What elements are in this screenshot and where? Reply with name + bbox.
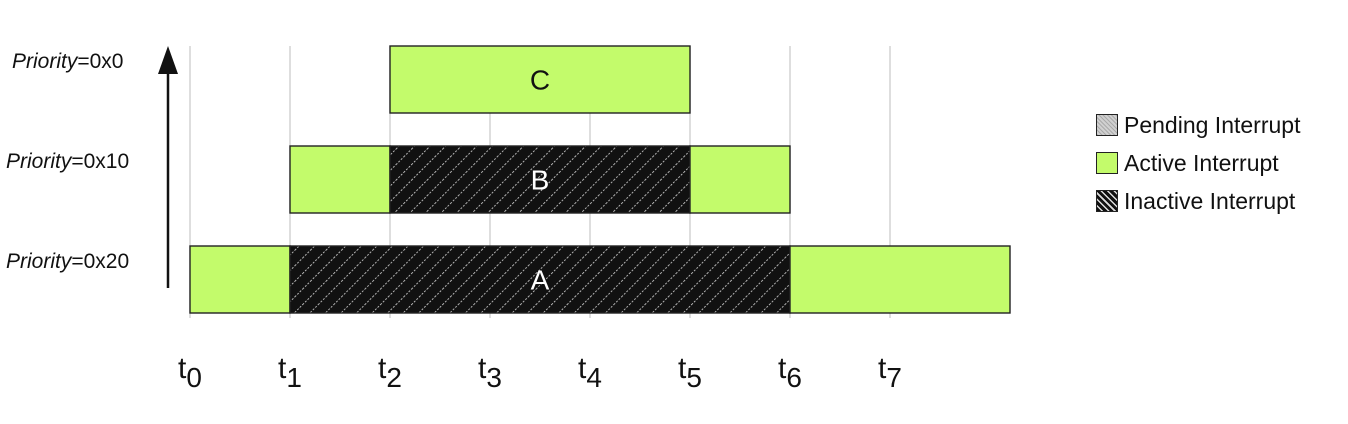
legend: Pending Interrupt Active Interrupt Inact… — [1096, 106, 1300, 220]
bar-label-a: A — [531, 265, 550, 296]
bar-label-c: C — [530, 65, 550, 96]
legend-item-inactive: Inactive Interrupt — [1096, 182, 1300, 220]
priority-arrow-head — [158, 46, 178, 74]
bar-a-active-segment — [789, 245, 1011, 314]
pending-swatch — [1096, 114, 1118, 136]
tick-label-t7: t7 — [878, 352, 902, 393]
bar-a-active-segment — [189, 245, 291, 314]
bar-b-active-segment — [289, 145, 391, 214]
bar-b-active-segment — [689, 145, 791, 214]
bar-c-active-segment — [389, 45, 691, 114]
tick-label-t1: t1 — [278, 352, 302, 393]
priority-label-0x10: Priority=0x10 — [6, 150, 130, 173]
interrupt-bars: C B A — [189, 45, 1011, 314]
priority-label-0x0: Priority=0x0 — [12, 50, 124, 73]
tick-label-t5: t5 — [678, 352, 702, 393]
legend-item-active: Active Interrupt — [1096, 144, 1300, 182]
tick-label-t6: t6 — [778, 352, 802, 393]
priority-label-0x20: Priority=0x20 — [6, 250, 130, 273]
inactive-swatch — [1096, 190, 1118, 212]
bar-label-b: B — [531, 165, 550, 196]
active-swatch — [1096, 152, 1118, 174]
legend-item-pending: Pending Interrupt — [1096, 106, 1300, 144]
tick-label-t3: t3 — [478, 352, 502, 393]
priority-axis-arrow — [158, 46, 178, 288]
tick-label-t0: t0 — [178, 352, 202, 393]
tick-label-t4: t4 — [578, 352, 602, 393]
tick-label-t2: t2 — [378, 352, 402, 393]
time-tick-labels: t0 t1 t2 t3 t4 t5 t6 t7 — [178, 352, 902, 393]
